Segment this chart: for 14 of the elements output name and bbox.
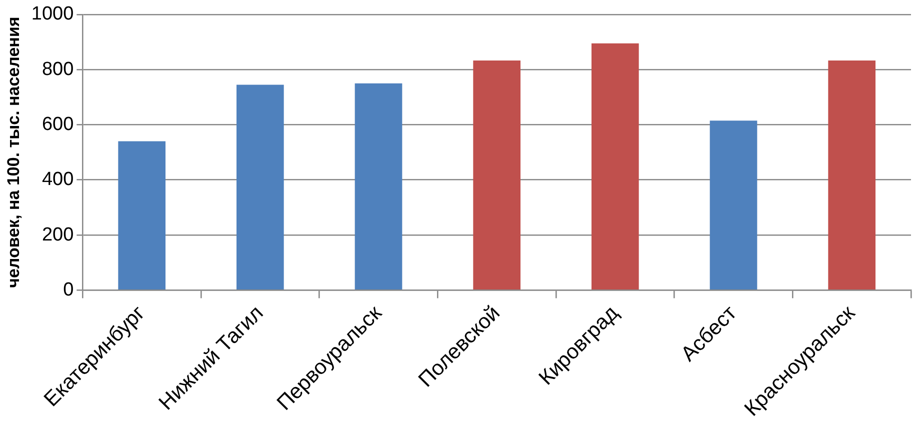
y-tick-label: 400 xyxy=(42,169,74,190)
y-tick-label: 800 xyxy=(42,58,74,80)
y-tick-label: 0 xyxy=(63,279,74,300)
bar xyxy=(118,141,166,290)
bar xyxy=(828,60,876,290)
bar xyxy=(354,83,402,290)
bar xyxy=(236,84,284,290)
y-tick-label: 1000 xyxy=(31,4,74,25)
bar xyxy=(473,60,520,290)
bar xyxy=(710,120,758,290)
bar xyxy=(592,43,639,290)
y-tick-label: 600 xyxy=(42,114,74,135)
y-tick-label: 200 xyxy=(42,224,74,246)
y-axis-title: человек, на 100. тыс. населения xyxy=(4,16,23,288)
